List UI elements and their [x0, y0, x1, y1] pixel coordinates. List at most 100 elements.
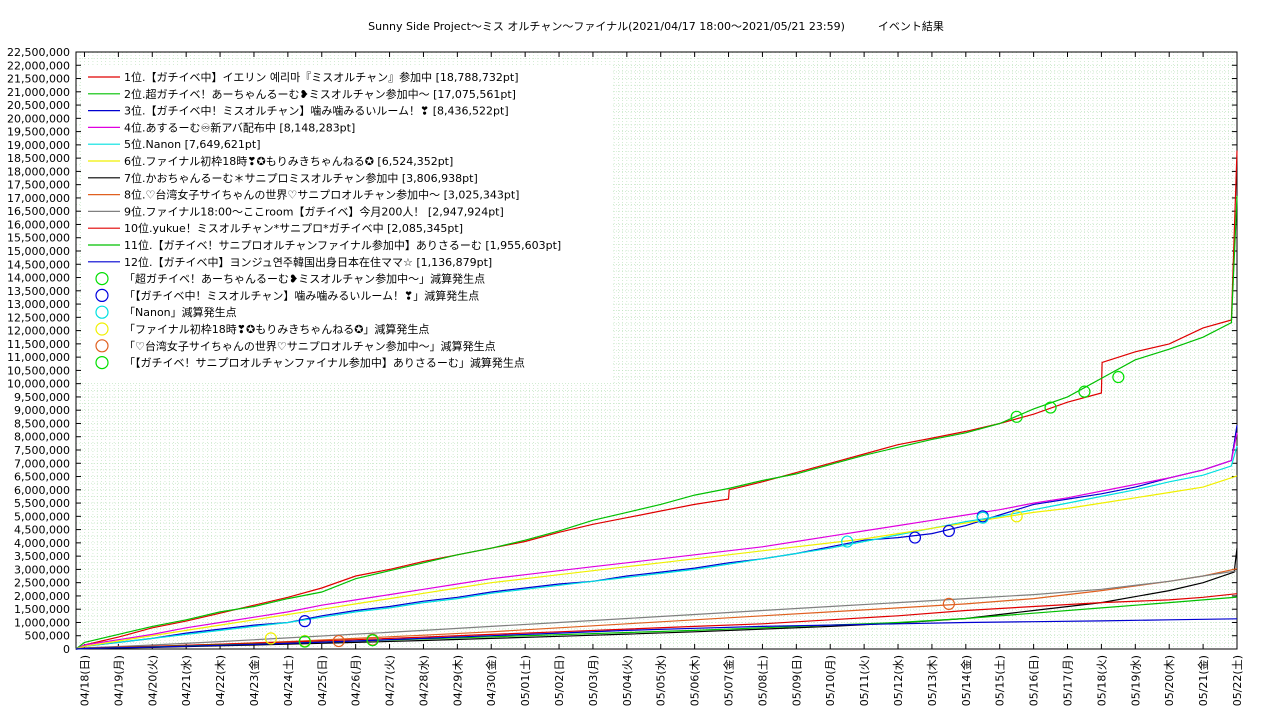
y-tick-label: 12,500,000 [7, 311, 70, 324]
y-tick-label: 8,500,000 [14, 417, 70, 430]
x-tick-label: 04/20(火) [146, 655, 159, 706]
y-tick-label: 9,000,000 [14, 404, 70, 417]
x-tick-label: 04/24(土) [282, 655, 295, 706]
marker-5 [332, 634, 345, 648]
y-tick-label: 19,500,000 [7, 126, 70, 139]
series-line-12 [75, 618, 1238, 650]
legend-label-12: 12位.【ガチイベ中】ヨンジュ연주韓国出身日本在住ママ☆ [1,136,879p… [124, 255, 492, 269]
y-tick-label: 8,000,000 [14, 431, 70, 444]
x-tick-label: 05/10(月) [824, 655, 837, 706]
y-tick-label: 20,000,000 [7, 112, 70, 125]
y-tick-label: 0 [63, 643, 70, 656]
y-tick-label: 7,000,000 [14, 457, 70, 470]
x-tick-label: 05/14(金) [959, 655, 973, 706]
legend-marker-swatch-5 [95, 339, 109, 353]
marker-4 [264, 632, 278, 645]
y-tick-label: 4,500,000 [14, 524, 70, 537]
x-tick-label: 05/03(月) [587, 655, 600, 706]
x-tick-label: 05/02(日) [553, 655, 566, 706]
y-tick-label: 1,000,000 [14, 616, 70, 629]
legend-marker-label-4: 「ファイナル初枠18時❣✪もりみきちゃんねる✪」減算発生点 [124, 322, 429, 336]
legend-marker-swatch-2 [95, 288, 109, 302]
legend-marker-label-5: 「♡台湾女子サイちゃんの世界♡サニプロオルチャン参加中〜」減算発生点 [124, 339, 496, 353]
y-tick-label: 13,500,000 [7, 285, 70, 298]
marker-1 [1010, 410, 1023, 423]
y-tick-label: 1,500,000 [14, 603, 70, 616]
legend-marker-swatch-3 [95, 305, 109, 319]
marker-1 [1112, 370, 1125, 384]
y-tick-label: 2,500,000 [14, 577, 70, 590]
x-tick-label: 04/30(金) [484, 655, 498, 706]
x-tick-label: 05/04(火) [621, 655, 634, 706]
legend-marker-swatch-4 [95, 322, 109, 336]
x-tick-label: 05/15(土) [994, 655, 1007, 706]
marker-2 [942, 524, 955, 538]
series-line-3 [75, 425, 1238, 650]
legend-marker-swatch-1 [95, 272, 109, 286]
x-tick-label: 05/08(土) [756, 655, 769, 706]
y-tick-label: 500,000 [25, 630, 71, 643]
series-line-9 [75, 570, 1238, 650]
x-tick-label: 05/21(金) [1196, 655, 1210, 706]
y-tick-label: 14,500,000 [7, 258, 70, 271]
y-tick-label: 5,000,000 [14, 510, 70, 523]
y-tick-label: 9,500,000 [14, 391, 70, 404]
legend-label-9: 9位.ファイナル18:00〜ここroom【ガチイベ】今月200人！ [2,947… [124, 204, 504, 218]
marker-6 [298, 635, 311, 648]
marker-1 [1044, 401, 1057, 414]
marker-5 [942, 597, 955, 610]
marker-1 [1078, 385, 1091, 398]
x-tick-label: 05/07(金) [722, 655, 736, 706]
x-tick-label: 04/27(火) [384, 655, 397, 706]
y-tick-label: 21,000,000 [7, 86, 70, 99]
y-tick-label: 10,000,000 [7, 378, 70, 391]
legend-label-6: 6位.ファイナル初枠18時❣✪もりみきちゃんねる✪ [6,524,352pt] [124, 154, 453, 168]
x-tick-label: 04/21(水) [180, 655, 193, 706]
legend-marker-label-1: 「超ガチイベ！あーちゃんるーむ❥ミスオルチャン参加中〜」減算発生点 [124, 272, 485, 286]
legend-label-1: 1位.【ガチイベ中】イエリン 예리마『ミスオルチャン』参加中 [18,788,7… [124, 70, 519, 84]
y-tick-label: 10,500,000 [7, 364, 70, 377]
x-tick-label: 04/22(木) [214, 655, 227, 706]
y-tick-label: 15,500,000 [7, 232, 70, 245]
x-tick-label: 05/09(日) [790, 655, 803, 706]
x-tick-label: 05/16(日) [1028, 655, 1041, 706]
y-tick-label: 4,000,000 [14, 537, 70, 550]
y-tick-label: 22,000,000 [7, 59, 70, 72]
legend-label-5: 5位.Nanon [7,649,621pt] [124, 137, 261, 151]
x-tick-label: 05/12(水) [892, 655, 905, 706]
series-line-6 [75, 475, 1238, 650]
x-tick-label: 05/20(木) [1163, 655, 1176, 706]
marker-3 [841, 535, 854, 548]
series-line-5 [75, 445, 1238, 650]
x-tick-label: 05/18(火) [1095, 655, 1108, 706]
y-tick-label: 11,000,000 [7, 351, 70, 364]
x-tick-label: 05/19(水) [1129, 655, 1142, 706]
y-tick-label: 18,000,000 [7, 165, 70, 178]
y-tick-label: 3,500,000 [14, 550, 70, 563]
y-tick-label: 11,500,000 [7, 338, 70, 351]
y-tick-label: 2,000,000 [14, 590, 70, 603]
y-tick-label: 17,000,000 [7, 192, 70, 205]
x-tick-label: 05/11(火) [858, 655, 871, 706]
legend-label-7: 7位.かおちゃんるーむ＊サニプロミスオルチャン参加中 [3,806,938pt] [124, 171, 478, 185]
marker-4 [1010, 510, 1023, 523]
plot-frame [75, 51, 1238, 650]
x-tick-label: 05/05(水) [655, 655, 668, 706]
legend-label-10: 10位.yukue！ミスオルチャン*サニプロ*ガチイベ中 [2,085,345p… [124, 221, 463, 235]
y-tick-label: 12,000,000 [7, 325, 70, 338]
x-tick-label: 05/17(月) [1062, 655, 1075, 706]
legend-box [82, 65, 612, 383]
marker-2 [298, 615, 311, 628]
legend-label-11: 11位.【ガチイベ！サニプロオルチャンファイナル参加中】ありさるーむ [1,95… [124, 238, 561, 252]
x-tick-label: 04/19(月) [112, 655, 125, 706]
y-tick-label: 22,500,000 [7, 46, 70, 59]
x-tick-label: 04/26(月) [350, 655, 363, 706]
legend-label-4: 4位.あするーむ♾新アバ配布中 [8,148,283pt] [124, 120, 355, 134]
marker-2 [908, 531, 922, 544]
x-tick-label: 05/13(木) [926, 655, 939, 706]
y-tick-label: 18,500,000 [7, 152, 70, 165]
x-tick-label: 04/18(日) [78, 655, 91, 706]
y-tick-label: 3,000,000 [14, 563, 70, 576]
series-line-1 [75, 150, 1238, 650]
